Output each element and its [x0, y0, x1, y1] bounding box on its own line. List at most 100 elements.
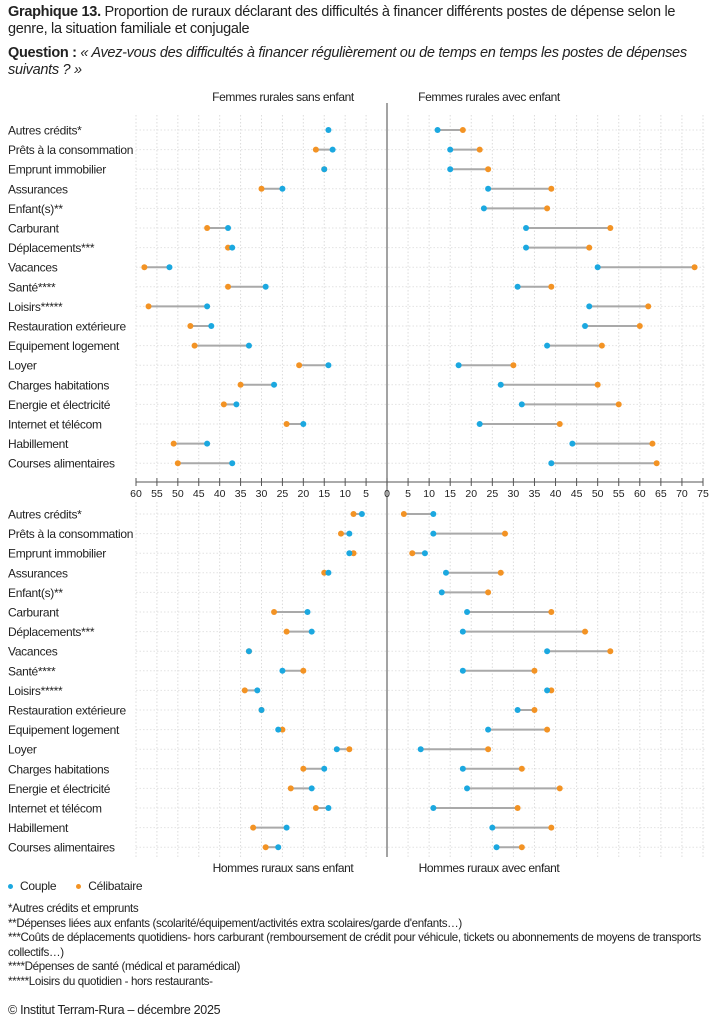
point-couple — [569, 440, 576, 447]
footnotes: *Autres crédits et emprunts **Dépenses l… — [8, 902, 713, 990]
point-celibataire — [544, 205, 551, 212]
point-couple — [464, 609, 471, 615]
point-celibataire — [400, 511, 407, 517]
point-celibataire — [204, 225, 211, 231]
point-couple — [333, 746, 340, 753]
point-couple — [493, 844, 500, 851]
x-tick-label: 65 — [655, 488, 667, 500]
point-celibataire — [346, 746, 353, 753]
point-celibataire — [598, 342, 605, 349]
dumbbell-chart: Autres crédits* Prêts à la consommation Em… — [8, 90, 709, 875]
legend-dot-celibataire — [76, 883, 82, 889]
point-couple — [430, 530, 437, 537]
point-couple — [447, 166, 454, 173]
point-celibataire — [586, 244, 593, 251]
point-couple — [308, 628, 315, 635]
point-couple — [271, 381, 278, 388]
category-label: Courses alimentaires — [8, 457, 115, 471]
point-couple — [166, 264, 173, 271]
point-couple — [275, 726, 282, 733]
point-celibataire — [350, 550, 357, 557]
x-tick-label: 25 — [486, 488, 498, 500]
point-celibataire — [170, 440, 177, 447]
point-couple — [283, 824, 290, 831]
point-celibataire — [544, 726, 551, 733]
point-celibataire — [607, 225, 614, 231]
category-label: Internet et télécom — [8, 802, 102, 816]
x-tick-label: 45 — [193, 488, 205, 500]
point-celibataire — [514, 805, 521, 811]
category-label: Assurances — [8, 566, 68, 580]
point-couple — [258, 707, 265, 713]
x-tick-label: 30 — [256, 488, 268, 500]
panel-title-femmes-sans-enfant: Femmes rurales sans enfant — [212, 90, 355, 104]
point-couple — [346, 530, 353, 537]
point-celibataire — [615, 401, 622, 408]
point-couple — [459, 628, 466, 635]
point-celibataire — [225, 244, 232, 251]
point-couple — [245, 648, 252, 655]
category-label: Santé**** — [8, 280, 56, 294]
point-couple — [548, 460, 555, 467]
x-tick-label: 10 — [423, 488, 435, 500]
legend: Couple Célibataire — [8, 879, 143, 893]
survey-question: Question : « Avez-vous des difficultés à… — [8, 45, 708, 79]
point-celibataire — [636, 323, 643, 329]
point-couple — [459, 667, 466, 674]
point-couple — [586, 303, 593, 310]
point-couple — [480, 205, 487, 212]
point-celibataire — [271, 609, 278, 615]
point-celibataire — [296, 362, 303, 369]
point-couple — [434, 127, 441, 133]
point-couple — [485, 726, 492, 733]
category-label: Equipement logement — [8, 339, 120, 353]
point-couple — [514, 707, 521, 713]
point-couple — [442, 569, 449, 576]
point-couple — [275, 844, 282, 851]
point-celibataire — [250, 824, 257, 831]
copyright: © Institut Terram-Rura – décembre 2025 — [8, 1003, 221, 1017]
point-celibataire — [283, 628, 290, 635]
point-celibataire — [548, 687, 555, 694]
point-couple — [459, 765, 466, 772]
x-tick-label: 50 — [592, 488, 604, 500]
category-label: Carburant — [8, 606, 60, 620]
x-tick-label: 35 — [235, 488, 247, 500]
footnote-2: **Dépenses liées aux enfants (scolarité/… — [8, 916, 462, 930]
x-tick-label: 10 — [339, 488, 351, 500]
point-couple — [430, 511, 437, 517]
category-label: Emprunt immobilier — [8, 163, 106, 177]
point-celibataire — [350, 511, 357, 517]
point-couple — [464, 785, 471, 792]
x-tick-label: 5 — [363, 488, 369, 500]
point-couple — [476, 421, 483, 427]
category-label: Loisirs***** — [8, 300, 63, 314]
point-celibataire — [594, 381, 601, 388]
legend-item-celibataire: Célibataire — [76, 879, 143, 893]
point-celibataire — [300, 765, 307, 772]
x-tick-label: 30 — [508, 488, 520, 500]
category-label: Charges habitations — [8, 378, 109, 392]
category-label: Restauration extérieure — [8, 704, 126, 718]
point-couple — [544, 648, 551, 655]
point-couple — [329, 146, 336, 153]
point-celibataire — [312, 805, 319, 811]
footnote-1: *Autres crédits et emprunts — [8, 902, 139, 915]
point-celibataire — [237, 381, 244, 388]
category-label: Loyer — [8, 359, 37, 373]
category-label: Loyer — [8, 743, 37, 757]
point-celibataire — [548, 609, 555, 615]
category-label: Courses alimentaires — [8, 841, 115, 855]
point-celibataire — [531, 707, 538, 713]
point-couple — [421, 550, 428, 557]
point-couple — [308, 785, 315, 792]
point-couple — [485, 185, 492, 192]
point-celibataire — [337, 530, 344, 537]
point-celibataire — [653, 460, 660, 467]
point-celibataire — [548, 185, 555, 192]
category-label: Loisirs***** — [8, 684, 63, 698]
point-celibataire — [607, 648, 614, 655]
x-tick-label: 70 — [676, 488, 688, 500]
category-label: Energie et électricité — [8, 398, 111, 412]
point-couple — [346, 550, 353, 557]
